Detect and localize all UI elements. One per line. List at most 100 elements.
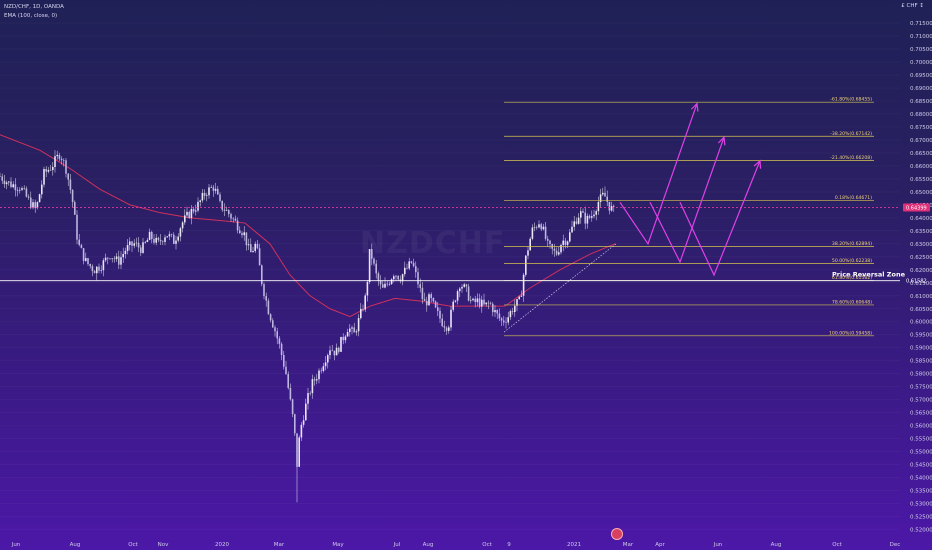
candle-body: [520, 295, 523, 297]
candle-body: [390, 279, 393, 285]
candle-body: [181, 222, 184, 229]
candle-body: [555, 250, 558, 255]
candle-body: [342, 336, 344, 341]
candle-body: [591, 216, 593, 218]
candle-body: [126, 245, 129, 251]
candle-body: [146, 239, 149, 242]
candle-body: [377, 273, 380, 281]
candle-body: [382, 284, 384, 288]
y-tick-label: 0.54000: [910, 476, 932, 482]
candle-body: [159, 239, 162, 242]
symbol-title: NZD/CHF, 1D, OANDA: [4, 4, 64, 10]
candle-body: [437, 307, 439, 311]
tradingview-logo-icon: [611, 528, 623, 540]
candle-body: [511, 311, 514, 312]
candle-body: [3, 180, 6, 185]
candle-body: [43, 168, 45, 185]
candle-body: [395, 275, 397, 277]
candle-body: [582, 211, 584, 213]
y-tick-label: 0.64000: [910, 216, 932, 222]
candle-body: [212, 187, 215, 191]
candle-body: [305, 403, 307, 421]
y-tick-label: 0.67000: [910, 138, 932, 144]
candle-body: [494, 310, 496, 313]
candle-body: [558, 252, 560, 255]
projection-arrowhead: [690, 102, 699, 112]
candle-body: [351, 327, 353, 329]
candle-body: [309, 393, 311, 394]
candle-body: [538, 224, 540, 228]
candle-body: [118, 256, 120, 265]
x-tick-label: Jul: [393, 542, 401, 548]
candle-body: [428, 294, 430, 306]
candle-body: [91, 266, 94, 272]
y-tick-label: 0.62000: [910, 268, 932, 274]
candle-body: [54, 156, 56, 168]
candle-body: [368, 249, 371, 283]
x-tick-label: Oct: [128, 542, 138, 548]
candle-body: [300, 424, 303, 438]
y-tick-label: 0.68500: [910, 99, 932, 105]
candle-body: [19, 189, 21, 191]
y-tick-label: 0.56000: [910, 424, 932, 430]
candle-body: [258, 248, 261, 266]
candle-body: [30, 197, 32, 208]
candle-body: [111, 258, 113, 260]
currency-label[interactable]: £ CHF ↕: [901, 3, 924, 9]
candle-body: [269, 314, 272, 321]
candle-body: [201, 192, 204, 201]
y-tick-label: 0.61000: [910, 294, 932, 300]
candle-body: [164, 237, 166, 242]
candle-body: [441, 318, 443, 327]
candle-body: [261, 265, 263, 285]
y-tick-label: 0.52500: [910, 515, 932, 521]
prz-label: Price Reversal Zone: [832, 271, 906, 279]
candle-body: [452, 301, 454, 310]
candle-body: [421, 287, 424, 300]
candle-body: [177, 236, 179, 241]
candle-body: [476, 298, 479, 303]
candle-body: [373, 258, 375, 264]
candle-body: [102, 260, 105, 271]
candle-body: [406, 267, 408, 269]
y-tick-label: 0.61500: [910, 281, 932, 287]
candle-body: [439, 310, 441, 319]
candle-body: [327, 355, 329, 363]
candle-body: [564, 240, 567, 245]
candle-body: [344, 336, 347, 341]
x-tick-label: 9: [507, 542, 511, 548]
candle-body: [32, 202, 34, 208]
candle-body: [338, 347, 340, 352]
candle-body: [58, 154, 61, 159]
candle-body: [410, 261, 413, 263]
candle-body: [588, 215, 591, 218]
candle-body: [153, 238, 155, 243]
candle-body: [49, 169, 52, 171]
candle-body: [388, 284, 391, 285]
candle-body: [562, 240, 564, 245]
candle-body: [36, 202, 39, 208]
candle-body: [210, 187, 212, 188]
candle-body: [265, 296, 267, 301]
fib-level-label: -38.20%(0.67142): [830, 131, 872, 137]
candle-body: [573, 221, 575, 227]
candle-body: [228, 210, 230, 215]
candle-body: [76, 214, 78, 240]
projection-path: [679, 160, 761, 277]
candle-body: [217, 188, 219, 195]
y-tick-label: 0.59000: [910, 346, 932, 352]
candle-body: [448, 327, 450, 331]
candle-body: [478, 298, 481, 307]
y-tick-label: 0.69500: [910, 73, 932, 79]
candle-body: [313, 379, 316, 381]
candle-body: [135, 242, 138, 244]
candle-body: [168, 234, 171, 237]
y-tick-label: 0.66000: [910, 164, 932, 170]
candle-body: [518, 296, 520, 300]
y-tick-label: 0.68000: [910, 112, 932, 118]
fib-level-label: 50.00%(0.62238): [832, 258, 872, 264]
candle-body: [514, 305, 516, 312]
candle-body: [353, 327, 355, 333]
candle-body: [509, 311, 512, 318]
